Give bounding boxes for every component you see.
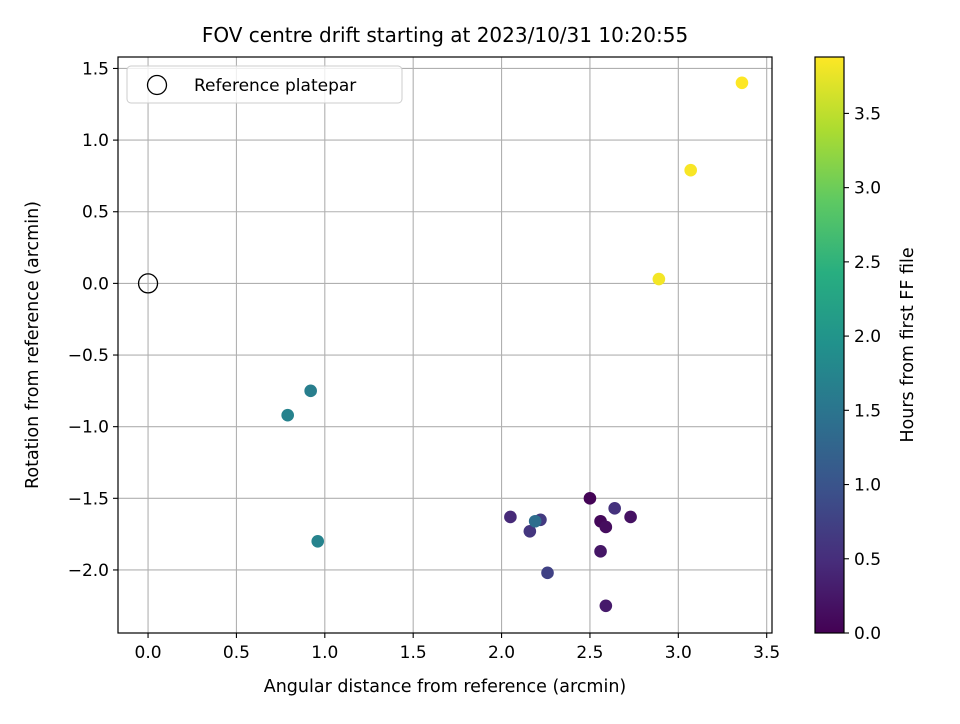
plot-frame <box>117 56 773 634</box>
data-point <box>583 492 597 505</box>
x-axis-ticks: 0.0 0.5 1.0 1.5 2.0 2.5 3.0 3.5 <box>135 633 780 663</box>
chart-title: FOV centre drift starting at 2023/10/31 … <box>202 23 688 47</box>
grid-lines <box>118 57 772 633</box>
data-point <box>541 566 554 580</box>
colorbar-tick-label: 3.5 <box>854 104 881 124</box>
data-point <box>523 524 537 538</box>
data-point <box>624 510 637 524</box>
x-axis-label: Angular distance from reference (arcmin) <box>264 677 627 697</box>
data-point <box>652 272 666 286</box>
colorbar-tick-label: 2.0 <box>854 327 881 347</box>
data-point <box>608 502 621 515</box>
y-axis-label: Rotation from reference (arcmin) <box>23 201 43 489</box>
colorbar-frame <box>814 56 845 634</box>
colorbar-gradient <box>815 57 844 633</box>
x-tick-label: 0.0 <box>135 643 162 663</box>
plot-area <box>118 57 772 633</box>
colorbar-ticks: 0.0 0.5 1.0 1.5 2.0 2.5 3.0 3.5 <box>844 104 881 644</box>
x-tick-label: 1.0 <box>311 643 338 663</box>
data-point <box>599 599 613 613</box>
data-point <box>504 510 517 524</box>
data-point <box>735 76 749 90</box>
colorbar: 0.0 0.5 1.0 1.5 2.0 2.5 3.0 3.5 Hours from firs… <box>814 56 918 644</box>
data-point <box>304 384 317 398</box>
y-tick-label: 1.5 <box>82 59 109 79</box>
data-point <box>281 408 294 422</box>
x-tick-label: 3.5 <box>753 643 780 663</box>
data-points <box>137 76 749 613</box>
legend-box <box>126 65 403 104</box>
y-tick-label: 0.5 <box>82 203 109 223</box>
x-tick-label: 3.0 <box>665 643 692 663</box>
colorbar-label: Hours from first FF file <box>898 247 918 442</box>
legend-marker-reference <box>146 74 168 96</box>
data-point <box>684 163 697 177</box>
y-tick-label: −1.0 <box>68 418 109 438</box>
y-tick-label: 1.0 <box>82 131 109 151</box>
data-point <box>528 514 542 528</box>
reference-platepar-marker <box>137 273 159 294</box>
colorbar-tick-label: 2.5 <box>854 253 881 273</box>
y-tick-label: −1.5 <box>68 489 109 509</box>
y-tick-label: −0.5 <box>68 346 109 366</box>
x-tick-label: 0.5 <box>223 643 250 663</box>
legend-label-reference: Reference platepar <box>194 76 356 96</box>
data-point <box>599 520 613 534</box>
colorbar-tick-label: 1.0 <box>854 476 881 496</box>
colorbar-tick-label: 1.5 <box>854 401 881 421</box>
data-point <box>594 545 607 558</box>
x-tick-label: 2.0 <box>488 643 515 663</box>
x-tick-label: 2.5 <box>576 643 603 663</box>
y-tick-label: 0.0 <box>82 274 109 294</box>
colorbar-tick-label: 0.0 <box>854 624 881 644</box>
data-point <box>311 534 325 548</box>
colorbar-tick-label: 0.5 <box>854 550 881 570</box>
y-tick-label: −2.0 <box>68 561 109 581</box>
x-tick-label: 1.5 <box>400 643 427 663</box>
y-axis-ticks: 1.5 1.0 0.5 0.0 −0.5 −1.0 −1.5 −2.0 <box>68 59 118 581</box>
colorbar-tick-label: 3.0 <box>854 179 881 199</box>
legend: Reference platepar <box>126 65 403 104</box>
